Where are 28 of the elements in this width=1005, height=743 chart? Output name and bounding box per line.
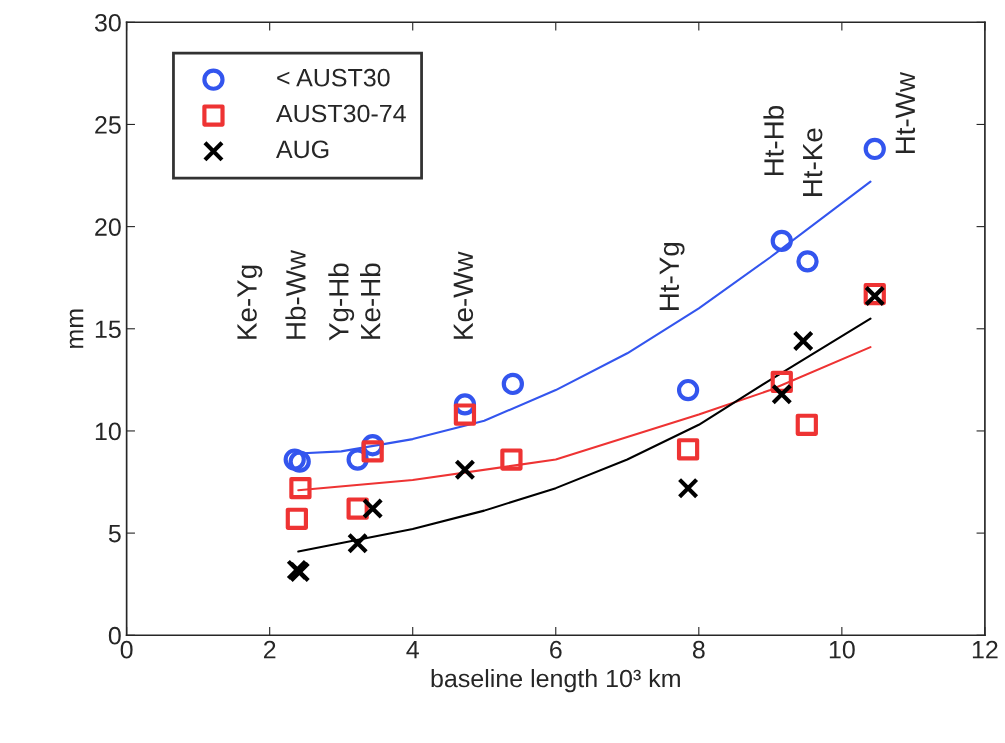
- x-tick-label: 8: [692, 640, 705, 659]
- annotation: Ht-Ww: [895, 71, 916, 154]
- y-tick-label: 15: [95, 320, 121, 339]
- x-axis-title: baseline length 10³ km: [431, 668, 680, 693]
- y-axis-title: mm: [69, 309, 84, 348]
- annotation: Yg-Hb: [328, 263, 355, 341]
- annotation: Ht-Yg: [659, 243, 685, 310]
- x-tick-label: 0: [120, 640, 133, 659]
- y-tick-label: 10: [95, 422, 121, 441]
- annotation: Ht-Ke: [803, 128, 823, 196]
- legend-label: AUST30-74: [276, 104, 406, 123]
- legend-label: < AUST30: [277, 68, 390, 87]
- annotation: Ht-Hb: [763, 106, 784, 176]
- x-tick-label: 2: [263, 640, 276, 659]
- y-tick-label: 25: [95, 116, 121, 134]
- x-tick-label: 6: [550, 640, 562, 659]
- x-tick-label: 12: [972, 640, 998, 659]
- y-tick-label: 0: [108, 626, 121, 645]
- annotation: Hb-Ww: [285, 249, 306, 339]
- y-tick-label: 30: [94, 13, 121, 32]
- legend-label: AUG: [276, 140, 329, 159]
- annotation: Ke-Yg: [237, 265, 263, 339]
- annotation: Ke-Ww: [453, 251, 474, 339]
- x-tick-label: 10: [829, 640, 855, 659]
- annotation: Ke-Hb: [360, 263, 381, 339]
- y-tick-label: 5: [108, 524, 121, 543]
- y-tick-label: 20: [95, 218, 121, 236]
- x-tick-label: 4: [406, 641, 419, 659]
